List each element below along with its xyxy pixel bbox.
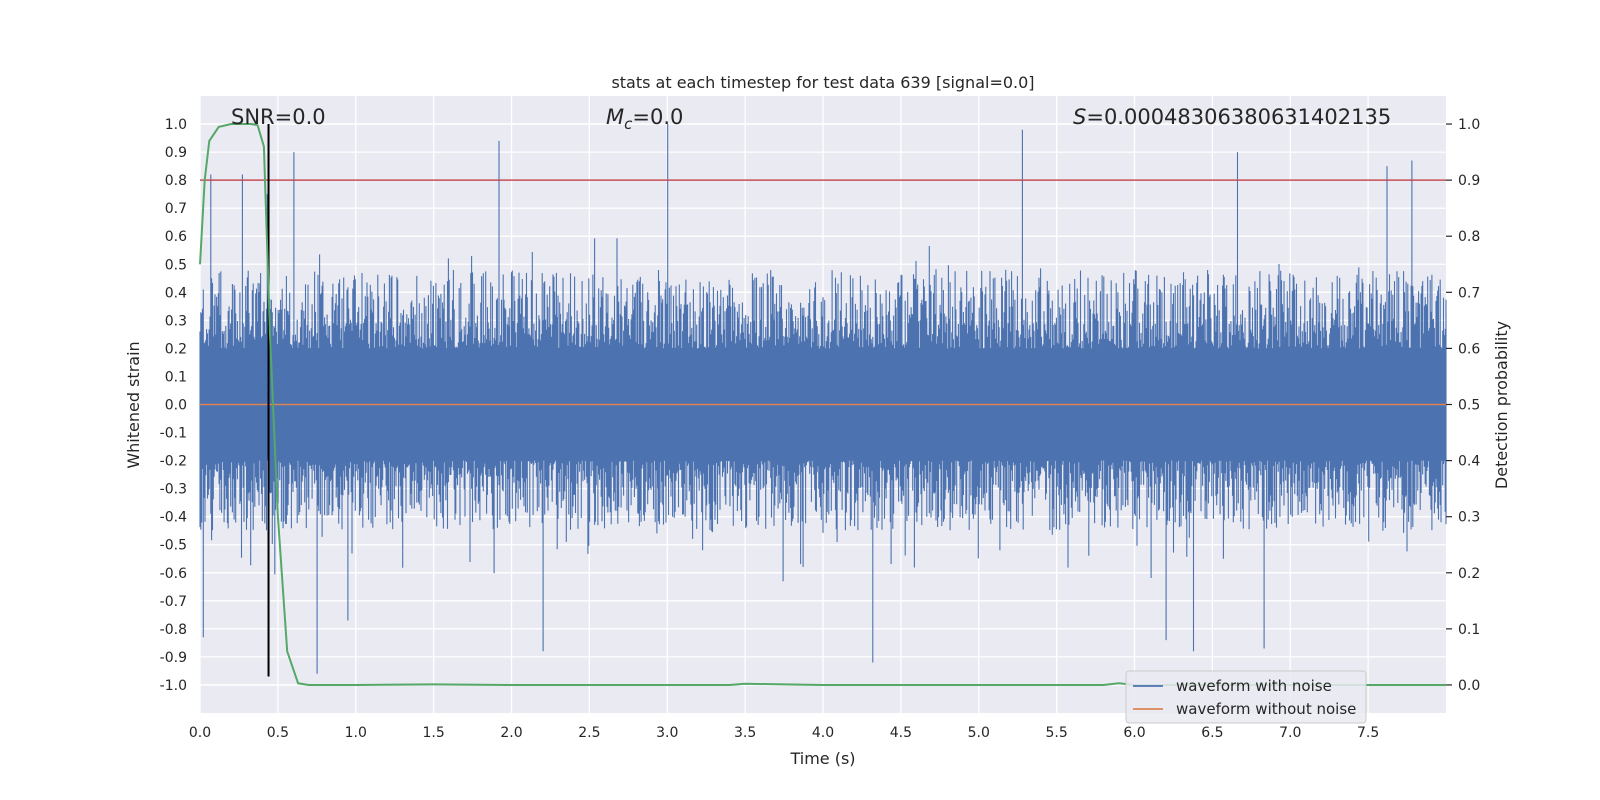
y-tick-label: -0.2 — [160, 454, 187, 470]
y-right-tick-label: 0.2 — [1458, 566, 1480, 582]
y-right-tick-label: 0.3 — [1458, 510, 1480, 526]
x-tick-label: 2.0 — [500, 725, 522, 741]
x-tick-label: 0.5 — [267, 725, 289, 741]
y-right-tick-label: 0.4 — [1458, 454, 1480, 470]
legend-label-without-noise: waveform without noise — [1176, 700, 1356, 718]
x-tick-label: 7.5 — [1357, 725, 1379, 741]
x-tick-label: 6.0 — [1123, 725, 1145, 741]
x-tick-label: 1.0 — [345, 725, 367, 741]
legend-box — [1125, 670, 1367, 724]
x-tick-label: 2.5 — [578, 725, 600, 741]
y-tick-label: 0.3 — [165, 313, 187, 329]
y-axis-title-right: Detection probability — [1492, 321, 1511, 489]
snr-annotation: SNR=0.0 — [231, 105, 326, 129]
x-tick-label: 3.5 — [734, 725, 756, 741]
axis-ticks: 0.0 0.5 1.0 1.5 2.0 2.5 3.0 3.5 4.0 4.5 5.0 5.5 6.0 6… — [160, 117, 1481, 741]
mc-annotation: Mc=0.0 — [606, 105, 683, 133]
y-tick-label: -0.5 — [160, 538, 187, 554]
s-symbol: S — [1073, 105, 1086, 129]
y-right-tick-label: 0.1 — [1458, 622, 1480, 638]
y-tick-label: -0.3 — [160, 482, 187, 498]
y-tick-label: -0.6 — [160, 566, 187, 582]
y-tick-label: 0.0 — [165, 398, 187, 414]
y-tick-label: -1.0 — [160, 678, 187, 694]
series-line-detection-probability — [199, 123, 1446, 686]
y-tick-label: 0.8 — [165, 173, 187, 189]
mc-value: =0.0 — [632, 105, 683, 129]
x-tick-label: 1.5 — [422, 725, 444, 741]
y-right-tick-label: 0.0 — [1458, 678, 1480, 694]
y-tick-label: 0.1 — [165, 369, 187, 385]
legend: waveform with noise waveform without noi… — [1125, 670, 1367, 724]
y-tick-label: 0.6 — [165, 229, 187, 245]
mc-symbol: M — [606, 105, 624, 129]
x-tick-label: 0.0 — [189, 725, 211, 741]
y-tick-label: 0.4 — [165, 285, 187, 301]
y-right-tick-label: 0.7 — [1458, 285, 1480, 301]
y-right-tick-label: 0.9 — [1458, 173, 1480, 189]
x-tick-label: 5.0 — [968, 725, 990, 741]
s-value: =0.00048306380631402135 — [1086, 105, 1391, 129]
x-tick-label: 4.5 — [890, 725, 912, 741]
y-tick-label: -0.8 — [160, 622, 187, 638]
y-tick-label: 0.7 — [165, 201, 187, 217]
x-axis-title: Time (s) — [789, 749, 855, 768]
y-right-tick-label: 0.6 — [1458, 341, 1480, 357]
y-tick-label: 0.9 — [165, 145, 187, 161]
y-right-tick-label: 1.0 — [1458, 117, 1480, 133]
y-tick-label: 0.5 — [165, 257, 187, 273]
x-tick-label: 6.5 — [1201, 725, 1223, 741]
s-annotation: S=0.00048306380631402135 — [1073, 105, 1391, 129]
y-tick-label: -0.1 — [160, 426, 187, 442]
x-tick-label: 5.5 — [1045, 725, 1067, 741]
mc-subscript: c — [624, 115, 633, 133]
y-right-tick-label: 0.8 — [1458, 229, 1480, 245]
y-tick-label: -0.4 — [160, 510, 187, 526]
x-tick-label: 4.0 — [812, 725, 834, 741]
y-tick-label: -0.7 — [160, 594, 187, 610]
y-axis-title-left: Whitened strain — [124, 341, 143, 468]
x-tick-label: 3.0 — [656, 725, 678, 741]
chart-title: stats at each timestep for test data 639… — [611, 73, 1034, 92]
y-tick-label: 1.0 — [165, 117, 187, 133]
y-tick-label: -0.9 — [160, 650, 187, 666]
legend-label-with-noise: waveform with noise — [1176, 677, 1332, 695]
y-tick-label: 0.2 — [165, 341, 187, 357]
y-right-tick-label: 0.5 — [1458, 398, 1480, 414]
x-tick-label: 7.0 — [1279, 725, 1301, 741]
